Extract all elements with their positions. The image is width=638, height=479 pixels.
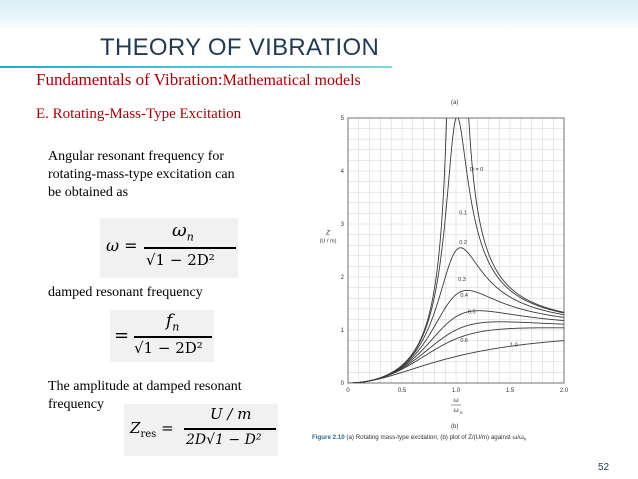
y-axis-label-unit: (U / m)	[320, 239, 337, 245]
y-axis-label: Z	[325, 230, 331, 237]
paragraph-line: Angular resonant frequency for	[48, 149, 225, 164]
curve-label: 0.5	[468, 310, 476, 316]
curve-D-0-6	[348, 327, 564, 383]
x-axis-label-subscript: n	[460, 410, 463, 415]
paragraph-line: The amplitude at damped resonant	[48, 379, 242, 394]
x-axis-label-denominator: ω	[453, 407, 458, 414]
figure-label-a: (a)	[451, 100, 458, 106]
eq3-lhs: Zres =	[130, 419, 174, 440]
eq1-numerator: ωn	[172, 220, 194, 244]
curve-label: 1.0	[510, 342, 518, 348]
paragraph-line: rotating-mass-type excitation can	[48, 167, 235, 182]
paragraph-damped-resonance: damped resonant frequency	[48, 285, 203, 300]
subtitle-topic: Fundamentals of Vibration:	[36, 70, 223, 89]
slide-subtitle: Fundamentals of Vibration:Mathematical m…	[36, 70, 361, 90]
eq3-fraction-bar	[184, 428, 276, 430]
page-number: 52	[598, 462, 610, 473]
paragraph-line: frequency	[48, 397, 104, 412]
y-tick-label: 3	[341, 222, 345, 228]
eq1-lhs: ω =	[106, 236, 138, 255]
paragraph-line: be obtained as	[48, 185, 129, 200]
equation-damped-frequency: = fn √1 − 2D²	[110, 310, 214, 362]
curve-label: 0.6	[460, 338, 468, 344]
y-tick-label: 2	[341, 275, 345, 281]
eq2-lhs: =	[114, 325, 130, 346]
eq2-fraction-bar	[134, 336, 212, 338]
paragraph-angular-resonance: Angular resonant frequency for rotating-…	[48, 148, 235, 202]
section-heading: E. Rotating-Mass-Type Excitation	[36, 106, 242, 122]
y-tick-label: 0	[341, 381, 345, 387]
x-tick-label: 0.5	[398, 388, 407, 394]
x-tick-label: 2.0	[560, 388, 569, 394]
curve-label: 0.2	[459, 240, 467, 246]
figure-caption: Figure 2.10 (a) Rotating mass-type excit…	[312, 434, 527, 441]
curve-D-1	[348, 340, 564, 383]
eq2-numerator: fn	[166, 311, 180, 334]
title-underline	[0, 66, 392, 68]
curve-D-0	[468, 118, 564, 313]
x-tick-label: 0	[346, 388, 350, 394]
slide-title: THEORY OF VIBRATION	[100, 34, 380, 61]
eq3-denominator: 2D√1 − D²	[186, 432, 262, 448]
equation-resonant-amplitude: Zres = U / m 2D√1 − D²	[124, 404, 278, 456]
equation-angular-frequency: ω = ωn √1 − 2D²	[100, 218, 238, 278]
eq2-denominator: √1 − 2D²	[134, 339, 203, 357]
eq3-numerator: U / m	[210, 405, 252, 423]
y-tick-label: 4	[341, 169, 345, 175]
eq1-fraction-bar	[144, 247, 236, 249]
curve-label: 0.4	[460, 293, 468, 299]
subtitle-subtopic: Mathematical models	[222, 72, 361, 89]
paragraph-amplitude: The amplitude at damped resonant frequen…	[48, 378, 242, 414]
header-banner	[0, 0, 638, 30]
curve-label: D = 0	[470, 167, 483, 173]
curve-label: 0.1	[459, 210, 467, 216]
curve-label: 0.3	[458, 277, 466, 283]
figure-label-b: (b)	[451, 424, 458, 430]
x-axis-label: ω	[453, 397, 458, 404]
x-tick-label: 1.5	[506, 388, 515, 394]
y-tick-label: 5	[341, 116, 345, 122]
x-tick-label: 1.0	[452, 388, 461, 394]
eq1-denominator: √1 − 2D²	[146, 251, 215, 269]
y-tick-label: 1	[341, 328, 345, 334]
